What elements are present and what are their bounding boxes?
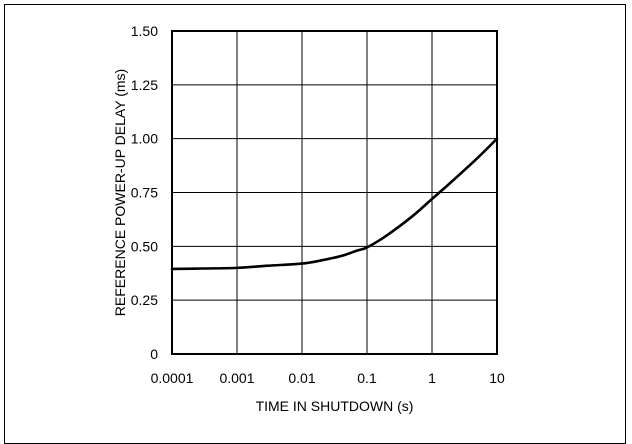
y-axis-label: REFERENCE POWER-UP DELAY (ms) — [112, 69, 128, 316]
chart: 00.250.500.751.001.251.50 0.0001 0.001 0.0… — [112, 23, 505, 414]
grid — [171, 30, 498, 355]
y-tick-label: 0.75 — [131, 185, 158, 201]
y-tick-label: 0 — [150, 346, 158, 362]
x-tick-label: 10 — [489, 370, 505, 386]
x-tick-label: 0.0001 — [151, 370, 194, 386]
x-axis-label: TIME IN SHUTDOWN (s) — [256, 398, 414, 414]
x-axis-ticks: 0.0001 0.001 0.01 0.1 1 10 — [151, 370, 505, 386]
y-tick-label: 0.50 — [131, 238, 158, 254]
series-line — [170, 137, 499, 271]
x-tick-label: 0.1 — [357, 370, 377, 386]
y-axis-ticks: 0 0.25 0.50 0.75 1.00 1.25 1.50 — [131, 23, 158, 362]
x-tick-label: 0.01 — [288, 370, 315, 386]
x-tick-label: 1 — [428, 370, 436, 386]
plot-area — [171, 30, 498, 355]
y-tick-label: 1.25 — [131, 77, 158, 93]
x-tick-label: 0.001 — [219, 370, 254, 386]
y-tick-label: 0.25 — [131, 292, 158, 308]
y-tick-label: 1.00 — [131, 131, 158, 147]
series-group — [170, 137, 499, 271]
y-tick-label: 1.50 — [131, 23, 158, 39]
